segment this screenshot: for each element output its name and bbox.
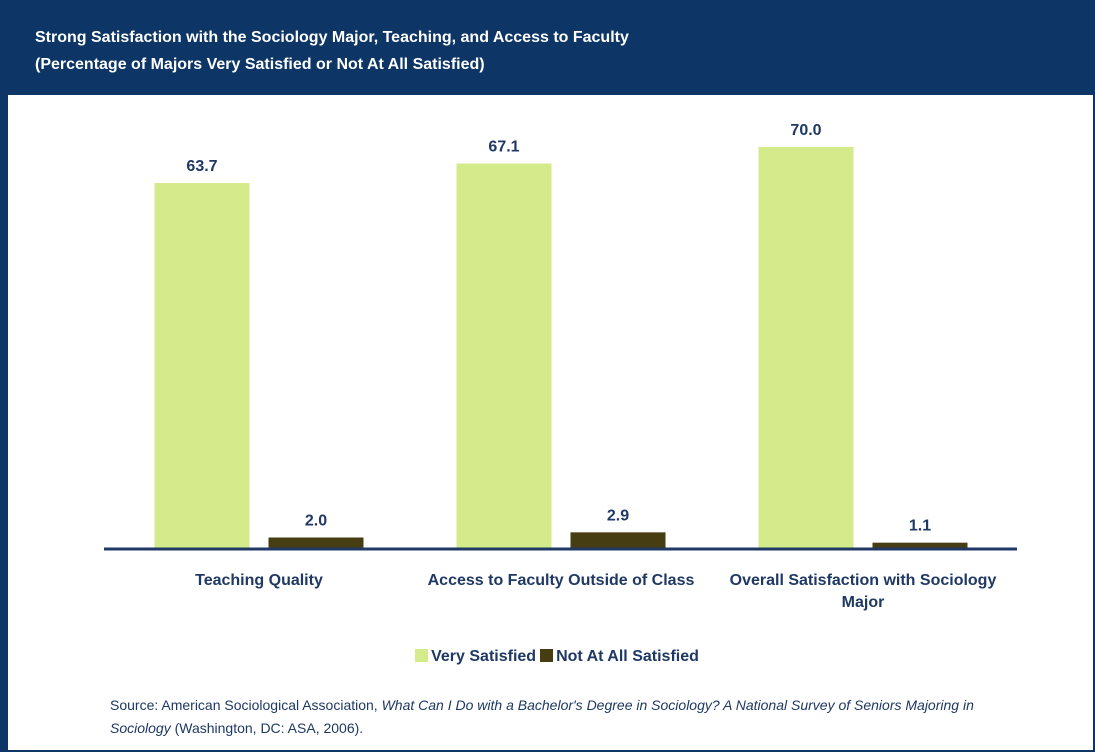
x-tick-label: Teaching Quality <box>195 572 323 589</box>
bar <box>758 146 854 549</box>
bar <box>570 532 666 549</box>
source-rest: (Washington, DC: ASA, 2006). <box>174 720 364 736</box>
chart-title: Strong Satisfaction with the Sociology M… <box>35 29 629 46</box>
data-label: 1.1 <box>909 518 931 535</box>
chart-subtitle: (Percentage of Majors Very Satisfied or … <box>35 56 485 73</box>
data-label: 2.9 <box>607 507 629 524</box>
data-label: 67.1 <box>488 139 519 156</box>
source-note: Source: American Sociological Associatio… <box>110 694 1010 740</box>
bar <box>456 163 552 549</box>
bar <box>154 183 250 549</box>
data-label: 2.0 <box>305 513 327 530</box>
legend: Very Satisfied Not At All Satisfied <box>0 648 1095 666</box>
legend-swatch <box>415 649 429 662</box>
x-tick-label: Access to Faculty Outside of Class <box>427 572 695 589</box>
legend-swatch <box>540 649 554 662</box>
source-lead: Source: American Sociological Associatio… <box>110 697 378 713</box>
bar <box>872 542 968 549</box>
data-label: 63.7 <box>186 158 217 175</box>
legend-label: Not At All Satisfied <box>556 648 699 665</box>
x-tick-label: Overall Satisfaction with Sociology Majo… <box>729 572 997 611</box>
legend-label: Very Satisfied <box>431 648 537 665</box>
bar <box>268 537 364 549</box>
source-title: What Can I Do with a Bachelor's Degree i… <box>110 697 974 736</box>
data-label: 70.0 <box>790 122 821 139</box>
header: Strong Satisfaction with the Sociology M… <box>35 24 629 78</box>
